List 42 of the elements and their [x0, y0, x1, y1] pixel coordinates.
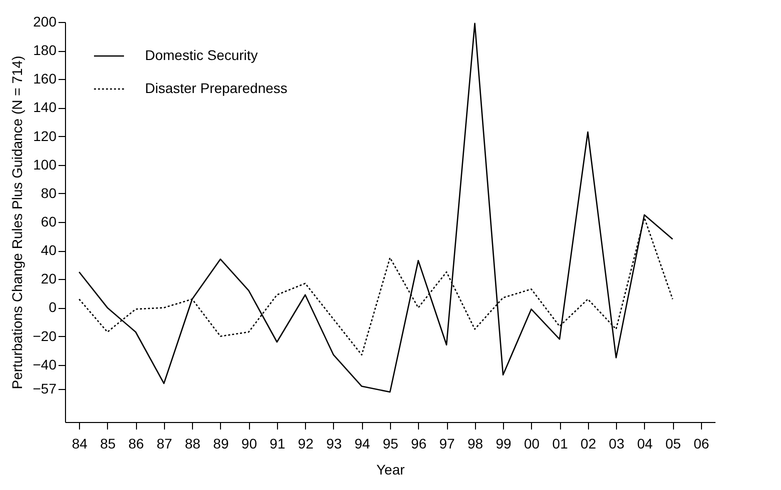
x-tick-label: 99 [496, 436, 512, 452]
line-series [78, 22, 674, 393]
y-tick-label: 20 [40, 270, 57, 287]
x-tick-label: 94 [354, 436, 370, 452]
y-tick-label: 0 [48, 299, 57, 316]
x-tick-label: 88 [184, 436, 201, 452]
y-tick-label: 200 [33, 14, 57, 30]
y-tick-label: 80 [40, 184, 57, 201]
x-tick-label: 97 [439, 436, 456, 452]
x-tick-label: 00 [524, 436, 540, 452]
x-tick-label: 06 [694, 436, 710, 452]
x-tick-label: 91 [270, 436, 286, 452]
y-tick-label: −40 [32, 356, 57, 372]
x-tick-label: 86 [128, 436, 144, 452]
x-tick-label: 92 [298, 436, 314, 452]
x-tick-label: 89 [213, 436, 229, 452]
x-tick-label: 02 [580, 436, 596, 452]
y-axis-title: Perturbations Change Rules Plus Guidance (N = 714) [8, 56, 25, 390]
x-tick-label: 96 [410, 436, 427, 452]
x-tick-label: 01 [552, 436, 568, 452]
y-tick-label: 100 [33, 156, 57, 172]
x-tick-label: 98 [467, 436, 484, 452]
y-tick-label: 180 [33, 42, 57, 58]
y-tick-label: 120 [33, 128, 57, 144]
y-tick-label: 40 [40, 242, 57, 258]
legend-label: Domestic Security [145, 47, 258, 63]
x-axis-title: Year [376, 462, 405, 478]
x-tick-label: 03 [608, 436, 625, 452]
y-tick-label: 160 [33, 70, 57, 87]
y-tick-label: 140 [33, 99, 57, 116]
legend-label: Disaster Preparedness [145, 80, 288, 96]
x-tick-label: 90 [241, 436, 258, 452]
y-tick-label: −20 [32, 328, 57, 344]
y-tick-label: −57 [32, 380, 57, 397]
x-tick-label: 95 [382, 436, 398, 452]
y-tick-label: 60 [40, 214, 57, 230]
x-tick-label: 04 [637, 436, 653, 452]
x-tick-label: 84 [72, 436, 88, 452]
x-tick-label: 93 [326, 436, 342, 452]
x-tick-label: 85 [100, 436, 116, 452]
x-tick-label: 05 [665, 436, 682, 452]
x-tick-label: 87 [156, 436, 172, 452]
